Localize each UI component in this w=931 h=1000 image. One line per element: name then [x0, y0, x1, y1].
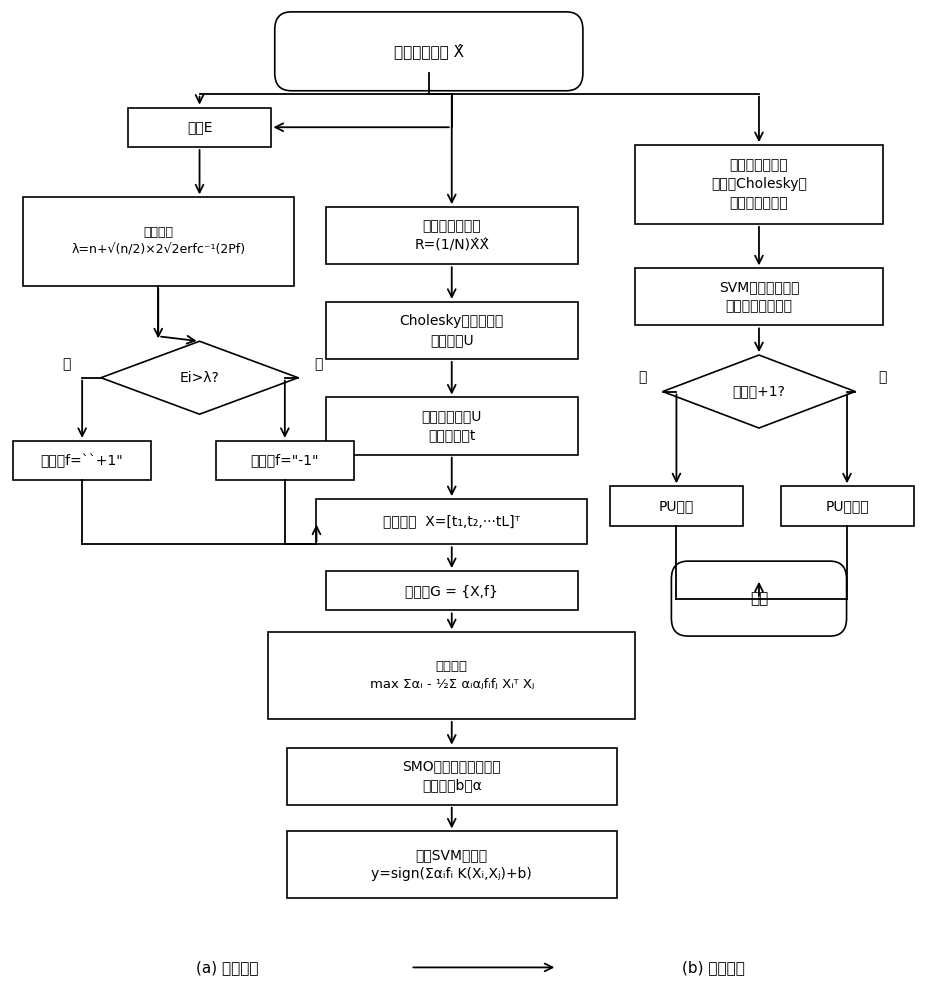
Text: 作标签f="-1": 作标签f="-1": [250, 454, 319, 468]
Text: PU不存在: PU不存在: [825, 499, 869, 513]
Text: 输出为+1?: 输出为+1?: [733, 385, 786, 399]
Text: 由下三角矩阵U
构造统计量t: 由下三角矩阵U 构造统计量t: [422, 410, 482, 443]
FancyBboxPatch shape: [275, 12, 583, 91]
FancyBboxPatch shape: [326, 302, 578, 359]
Text: Ei>λ?: Ei>λ?: [180, 371, 220, 385]
Text: 生成SVM分类器
y=sign(Σαᵢfᵢ K(Xᵢ,Xⱼ)+b): 生成SVM分类器 y=sign(Σαᵢfᵢ K(Xᵢ,Xⱼ)+b): [371, 848, 533, 881]
Text: SMO算法解决目标函数
中的参数b和α: SMO算法解决目标函数 中的参数b和α: [402, 760, 501, 793]
FancyBboxPatch shape: [326, 207, 578, 264]
Polygon shape: [101, 341, 298, 414]
FancyBboxPatch shape: [23, 197, 293, 286]
Text: 目标函数
max Σαᵢ - ½Σ αᵢαⱼfᵢfⱼ Xᵢᵀ Xⱼ: 目标函数 max Σαᵢ - ½Σ αᵢαⱼfᵢfⱼ Xᵢᵀ Xⱼ: [370, 660, 534, 691]
Text: 否: 否: [879, 370, 887, 384]
Text: 否: 否: [315, 357, 323, 371]
FancyBboxPatch shape: [635, 145, 883, 224]
FancyBboxPatch shape: [287, 748, 617, 805]
FancyBboxPatch shape: [610, 486, 743, 526]
Text: PU存在: PU存在: [659, 499, 695, 513]
FancyBboxPatch shape: [128, 108, 271, 147]
FancyBboxPatch shape: [780, 486, 913, 526]
FancyBboxPatch shape: [317, 499, 587, 544]
Text: 训练集G = {X,f}: 训练集G = {X,f}: [405, 584, 498, 598]
FancyBboxPatch shape: [287, 831, 617, 898]
FancyBboxPatch shape: [635, 268, 883, 325]
FancyBboxPatch shape: [326, 571, 578, 610]
Text: 是: 是: [62, 357, 71, 371]
Text: 是: 是: [639, 370, 647, 384]
Text: Cholesky分解得到下
三角矩阵U: Cholesky分解得到下 三角矩阵U: [399, 314, 504, 347]
Text: (b) 测试过程: (b) 测试过程: [681, 960, 745, 975]
FancyBboxPatch shape: [13, 441, 151, 480]
Text: 能量E: 能量E: [187, 120, 212, 134]
Text: 训练样本  X=[t₁,t₂,···tL]ᵀ: 训练样本 X=[t₁,t₂,···tL]ᵀ: [384, 515, 520, 529]
Text: 提取待测样本的
特征并Cholesky预
处理构造统计量: 提取待测样本的 特征并Cholesky预 处理构造统计量: [711, 158, 807, 210]
FancyBboxPatch shape: [326, 397, 578, 455]
Text: 采样协方差矩阵
R=(1/N)X̂X̂: 采样协方差矩阵 R=(1/N)X̂X̂: [414, 219, 490, 252]
Text: SVM根据分类器模
型对待测样本分类: SVM根据分类器模 型对待测样本分类: [719, 280, 799, 313]
Text: 判决门限
λ=n+√(n/2)×2√2erfc⁻¹(2Pf): 判决门限 λ=n+√(n/2)×2√2erfc⁻¹(2Pf): [71, 226, 246, 257]
Text: 结束: 结束: [749, 591, 768, 606]
FancyBboxPatch shape: [216, 441, 354, 480]
Text: 感知信号矩阵 X̂: 感知信号矩阵 X̂: [394, 43, 464, 59]
Polygon shape: [663, 355, 856, 428]
Text: 作标签f=``+1": 作标签f=``+1": [41, 453, 124, 468]
FancyBboxPatch shape: [268, 632, 635, 719]
FancyBboxPatch shape: [671, 561, 846, 636]
Text: (a) 训练过程: (a) 训练过程: [196, 960, 258, 975]
